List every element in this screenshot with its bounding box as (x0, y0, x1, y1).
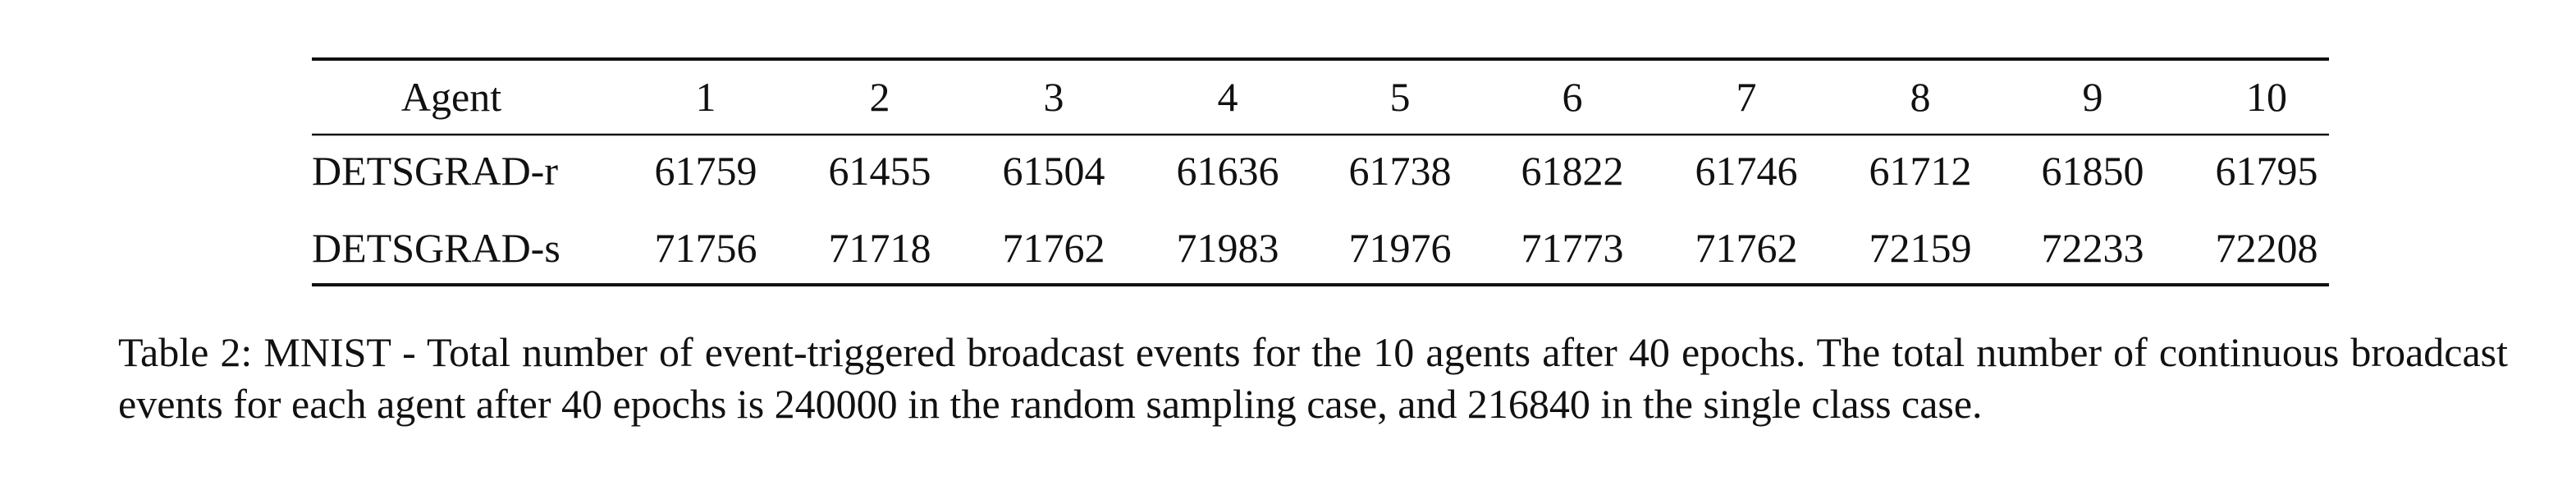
header-cell: Agent (401, 74, 501, 120)
cell: 72159 (1869, 225, 1972, 271)
header-cell: 10 (2246, 74, 2287, 120)
cell: 61822 (1521, 148, 1624, 194)
cell: 61455 (829, 148, 931, 194)
cell: 72233 (2042, 225, 2144, 271)
cell: 61712 (1869, 148, 1972, 194)
cell: 71773 (1521, 225, 1624, 271)
header-cell: 6 (1563, 74, 1583, 120)
cell: 61795 (2216, 148, 2318, 194)
cell: 71718 (829, 225, 931, 271)
cell: 71762 (1003, 225, 1105, 271)
cell: 61850 (2042, 148, 2144, 194)
cell: 71983 (1177, 225, 1279, 271)
header-cell: 1 (696, 74, 716, 120)
header-cell: 5 (1390, 74, 1411, 120)
cell: 61746 (1695, 148, 1798, 194)
cell: 71762 (1695, 225, 1798, 271)
header-cell: 4 (1218, 74, 1238, 120)
caption: Table 2: MNIST - Total number of event-t… (118, 329, 2508, 427)
table: Agent 1 2 3 4 5 6 7 8 9 10 DETSGRAD-r 61759 61455 6150… (312, 57, 2329, 286)
header-cell: 9 (2083, 74, 2103, 120)
row-label: DETSGRAD-r (312, 148, 558, 194)
cell: 61759 (655, 148, 757, 194)
header-cell: 7 (1736, 74, 1757, 120)
cell: 71756 (655, 225, 757, 271)
header-cell: 3 (1044, 74, 1064, 120)
cell: 61636 (1177, 148, 1279, 194)
cell: 71976 (1349, 225, 1452, 271)
cell: 72208 (2216, 225, 2318, 271)
header-cell: 2 (870, 74, 890, 120)
row-label: DETSGRAD-s (312, 225, 560, 271)
cell: 61504 (1003, 148, 1105, 194)
cell: 61738 (1349, 148, 1452, 194)
header-cell: 8 (1910, 74, 1931, 120)
